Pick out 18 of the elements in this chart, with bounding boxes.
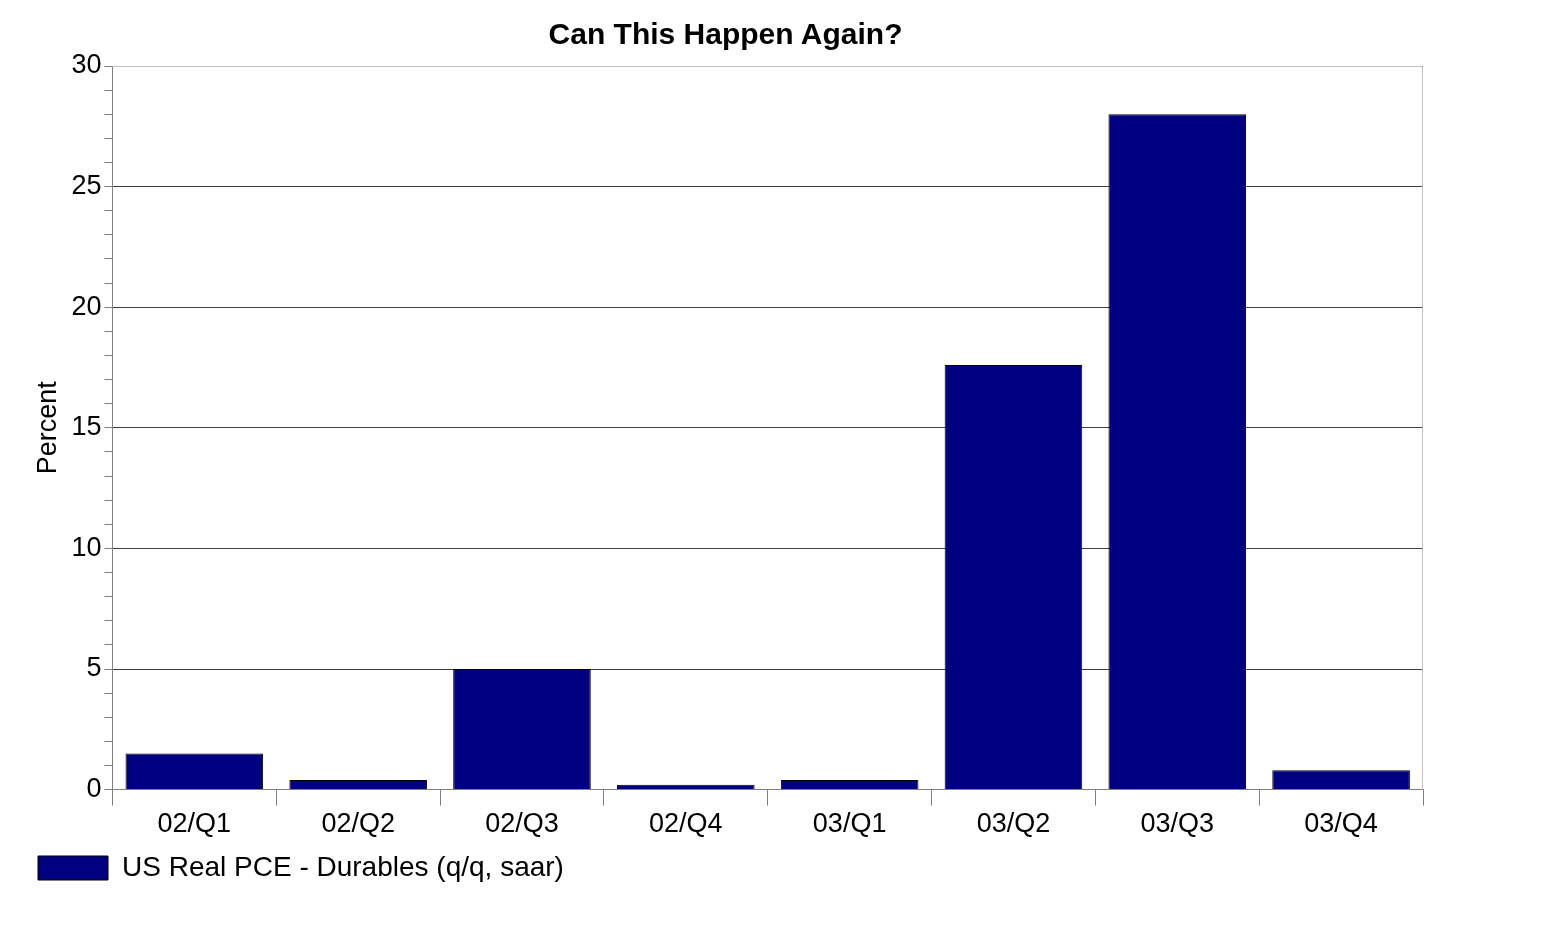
y-tick-label: 20 (71, 290, 102, 321)
x-tick-label: 03/Q3 (1140, 808, 1215, 839)
y-axis-title: Percent (31, 380, 62, 475)
x-tick-label: 02/Q1 (157, 808, 232, 839)
y-tick-label: 5 (86, 652, 102, 683)
y-tick-label: 15 (71, 411, 102, 442)
y-tick-label: 30 (71, 49, 102, 80)
y-tick-label: 25 (71, 170, 102, 201)
x-tick-label: 03/Q2 (976, 808, 1051, 839)
x-tick-label: 03/Q4 (1304, 808, 1378, 839)
x-tick-label: 02/Q2 (321, 808, 395, 839)
y-tick-label: 0 (86, 773, 102, 804)
x-tick-label: 02/Q3 (485, 808, 559, 839)
y-tick-label: 10 (71, 531, 102, 562)
x-tick-label: 02/Q4 (649, 808, 723, 839)
legend-label: US Real PCE - Durables (q/q, saar) (122, 850, 564, 882)
chart-title: Can This Happen Again? (548, 17, 903, 51)
x-tick-label: 03/Q1 (812, 808, 887, 839)
